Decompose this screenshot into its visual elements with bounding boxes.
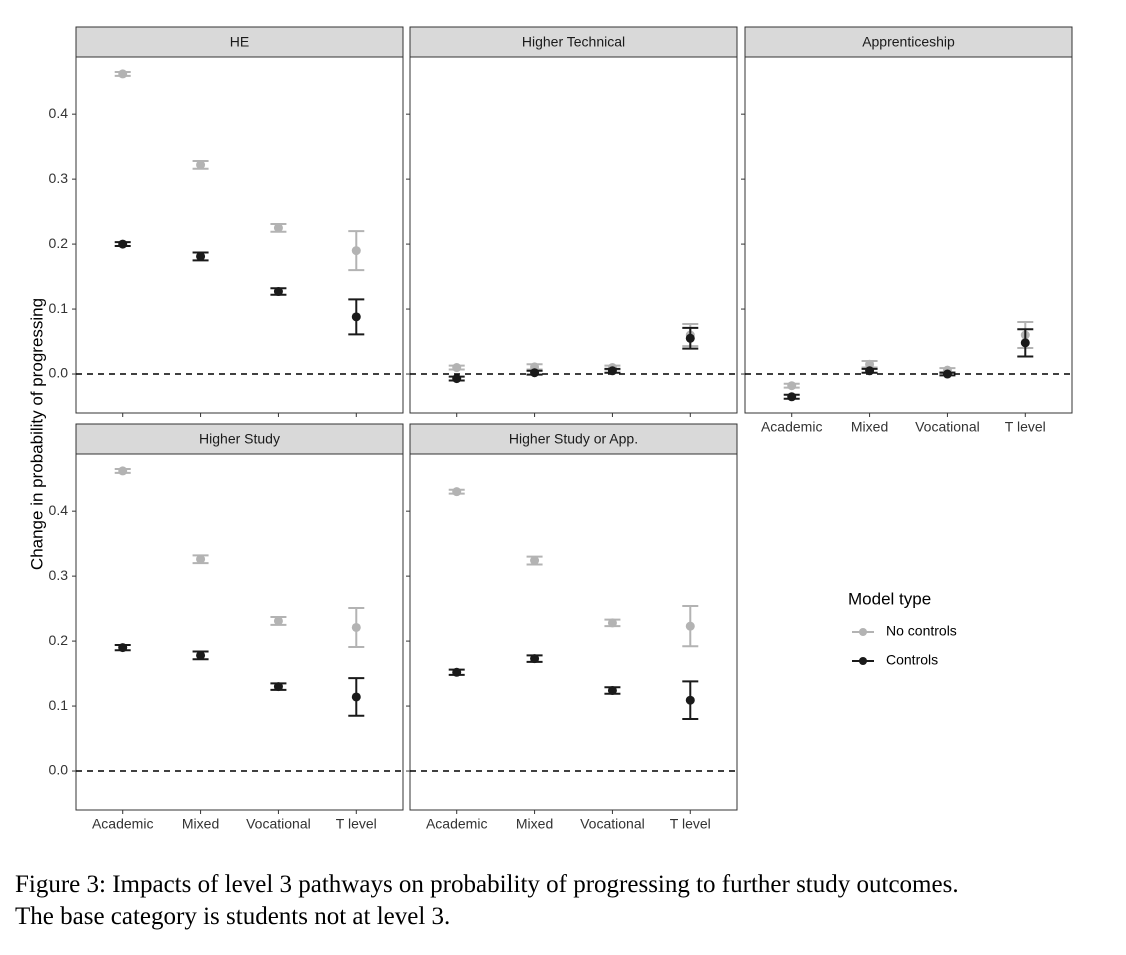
point [787,381,797,391]
point [118,466,128,476]
point [452,374,462,384]
point [942,369,952,379]
point [273,616,283,626]
point [530,654,540,664]
caption: The base category is students not at lev… [15,903,450,930]
point [196,650,206,660]
point [452,363,462,373]
point [787,392,797,402]
point [530,556,540,566]
point [118,69,128,79]
panel-title: Higher Technical [522,34,625,50]
panel [409,56,738,414]
y-tick-label: 0.1 [49,300,69,316]
point [452,667,462,677]
point [607,618,617,628]
point [351,692,361,702]
point [1020,338,1030,348]
strip [744,26,1073,58]
x-tick-label: Vocational [915,419,980,435]
legend-title: Model type [848,589,931,608]
x-tick-label: Academic [761,419,822,435]
x-tick-label: T level [336,816,377,832]
panel [75,453,404,811]
x-tick-label: Mixed [516,816,553,832]
panel-title: Apprenticeship [862,34,955,50]
point [273,223,283,233]
point [607,685,617,695]
panel [744,56,1073,414]
point [685,621,695,631]
y-tick-label: 0.0 [49,762,69,778]
point [118,643,128,653]
x-tick-label: T level [670,816,711,832]
strip [409,26,738,58]
y-tick-label: 0.1 [49,697,69,713]
y-tick-label: 0.3 [49,567,69,583]
point [118,239,128,249]
x-tick-label: Mixed [851,419,888,435]
point [452,487,462,497]
strip [75,423,404,455]
legend-label: No controls [886,623,957,639]
panel-title: HE [230,34,249,50]
point [685,333,695,343]
panel [75,56,404,414]
point [196,554,206,564]
x-tick-label: Academic [426,816,487,832]
panel [409,453,738,811]
legend-label: Controls [886,652,938,668]
point [273,287,283,297]
y-tick-label: 0.2 [49,632,69,648]
x-tick-label: Academic [92,816,153,832]
caption: Figure 3: Impacts of level 3 pathways on… [15,871,959,898]
panel-title: Higher Study [199,431,280,447]
point [196,251,206,261]
x-tick-label: T level [1005,419,1046,435]
point [351,246,361,256]
y-axis-label: Change in probability of progressing [27,298,46,570]
y-tick-label: 0.3 [49,170,69,186]
panel-title: Higher Study or App. [509,431,638,447]
legend-point [859,657,867,665]
strip [409,423,738,455]
legend-point [859,628,867,636]
y-tick-label: 0.4 [49,105,69,121]
point [865,359,875,369]
y-tick-label: 0.2 [49,235,69,251]
x-tick-label: Mixed [182,816,219,832]
point [607,366,617,376]
y-tick-label: 0.0 [49,365,69,381]
strip [75,26,404,58]
point [351,622,361,632]
point [196,160,206,170]
point [865,366,875,376]
x-tick-label: Vocational [246,816,311,832]
point [685,695,695,705]
x-tick-label: Vocational [580,816,645,832]
point [273,682,283,692]
point [530,368,540,378]
point [351,312,361,322]
y-tick-label: 0.4 [49,502,69,518]
